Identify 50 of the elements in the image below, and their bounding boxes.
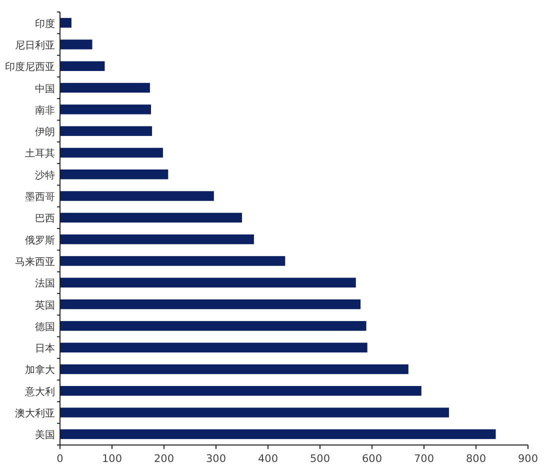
y-tick-label: 沙特: [35, 169, 55, 182]
y-tick-label: 印度: [35, 18, 55, 30]
y-tick-label: 土耳其: [25, 148, 55, 160]
y-tick-label: 美国: [35, 429, 55, 442]
y-tick-label: 墨西哥: [25, 192, 55, 204]
y-tick-label: 法国: [35, 278, 55, 290]
x-tick-label: 800: [466, 453, 486, 465]
bar: [60, 408, 449, 418]
x-tick-label: 300: [206, 453, 226, 465]
x-tick-label: 700: [414, 453, 434, 465]
bar: [60, 429, 496, 440]
bar: [60, 40, 92, 50]
bar: [60, 342, 368, 352]
bar: [60, 278, 356, 288]
x-tick-label: 200: [154, 453, 174, 465]
bar: [60, 82, 150, 93]
y-tick-label: 加拿大: [25, 364, 55, 376]
y-tick-label: 巴西: [35, 214, 55, 225]
y-tick-label: 尼日利亚: [15, 39, 55, 52]
bar: [60, 148, 163, 158]
bar: [60, 170, 168, 180]
bar: [60, 104, 151, 114]
y-tick-label: 日本: [35, 342, 55, 355]
bar: [60, 364, 408, 374]
x-tick-label: 0: [56, 453, 64, 465]
bar: [60, 386, 422, 396]
y-tick-label: 印度尼西亚: [5, 61, 55, 74]
x-tick-label: 600: [362, 453, 382, 465]
x-tick-label: 500: [310, 453, 330, 465]
bar: [60, 212, 242, 223]
bar: [60, 256, 286, 266]
y-tick-label: 德国: [35, 322, 55, 333]
bar: [60, 191, 214, 201]
x-tick-label: 100: [102, 453, 122, 465]
bar: [60, 126, 152, 136]
bar: [60, 61, 105, 71]
y-tick-label: 澳大利亚: [15, 408, 55, 420]
y-tick-label: 俄罗斯: [25, 234, 55, 246]
y-tick-label: 意大利: [24, 386, 55, 398]
bar: [60, 321, 366, 331]
bar: [60, 18, 72, 28]
bar: [60, 234, 254, 244]
y-tick-label: 南非: [35, 104, 55, 116]
y-tick-label: 英国: [35, 299, 55, 312]
y-tick-label: 伊朗: [35, 126, 55, 138]
y-tick-label: 马来西亚: [15, 256, 55, 268]
x-tick-label: 400: [258, 453, 278, 465]
bar: [60, 299, 361, 310]
x-tick-label: 900: [518, 453, 538, 465]
y-tick-label: 中国: [35, 82, 55, 95]
